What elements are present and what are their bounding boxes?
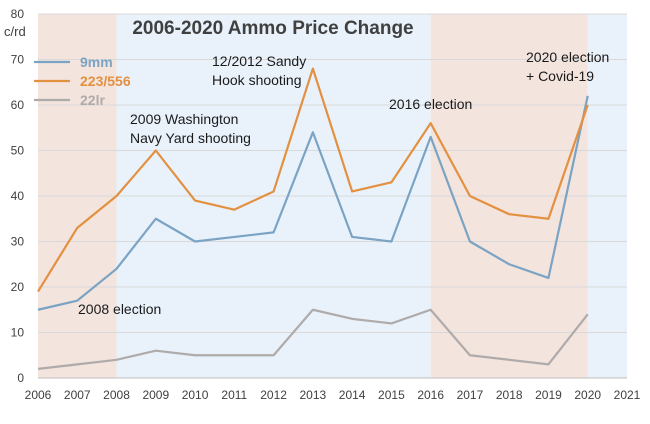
series-lines [37, 67, 589, 370]
y-tick-label: 10 [11, 326, 25, 340]
x-tick-label: 2011 [221, 388, 247, 402]
annotation-2012-sandy-hook-line1: 12/2012 Sandy [212, 53, 306, 69]
annotation-2009-navy-yard-line2: Navy Yard shooting [130, 130, 251, 146]
x-tick-label: 2008 [103, 388, 130, 402]
x-tick-label: 2009 [142, 388, 169, 402]
y-tick-label: 60 [11, 98, 25, 112]
x-tick-label: 2007 [64, 388, 91, 402]
annotation-2012-sandy-hook-line2: Hook shooting [212, 72, 302, 88]
legend-label-223-556: 223/556 [80, 73, 131, 89]
annotation-2020-election-line1: 2020 election [526, 49, 609, 65]
gridlines [38, 13, 627, 379]
x-tick-label: 2019 [535, 388, 562, 402]
annotations: 2008 election 2009 Washington Navy Yard … [78, 49, 609, 317]
series-line-9mm [37, 95, 589, 311]
y-axis-ticks: 0 10 20 30 40 50 60 70 80 [11, 7, 25, 385]
y-tick-label: 30 [11, 235, 25, 249]
y-tick-label: 80 [11, 7, 25, 21]
x-tick-label: 2018 [496, 388, 523, 402]
x-tick-label: 2006 [25, 388, 52, 402]
x-tick-label: 2017 [457, 388, 484, 402]
annotation-2009-navy-yard-line1: 2009 Washington [130, 111, 238, 127]
x-tick-label: 2015 [378, 388, 405, 402]
y-tick-label: 40 [11, 189, 25, 203]
x-axis-ticks: 2006 2007 2008 2009 2010 2011 2012 2013 2014 2015… [25, 388, 641, 402]
x-tick-label: 2010 [182, 388, 209, 402]
x-tick-label: 2021 [614, 388, 641, 402]
y-tick-label: 0 [17, 371, 24, 385]
annotation-2016-election: 2016 election [389, 96, 472, 112]
y-tick-label: 50 [11, 144, 25, 158]
series-line-22lr [37, 308, 589, 370]
annotation-2020-election-line2: + Covid-19 [526, 68, 594, 84]
chart-title: 2006-2020 Ammo Price Change [132, 18, 413, 39]
legend-label-9mm: 9mm [80, 54, 113, 70]
x-tick-label: 2014 [339, 388, 366, 402]
series-line-223-556 [37, 67, 589, 293]
x-tick-label: 2020 [574, 388, 601, 402]
y-axis-label: c/rd [4, 24, 26, 39]
legend: 9mm 223/556 22lr [34, 54, 131, 108]
x-tick-label: 2016 [417, 388, 444, 402]
y-tick-label: 20 [11, 280, 25, 294]
x-tick-label: 2013 [300, 388, 327, 402]
y-tick-label: 70 [11, 53, 25, 67]
legend-label-22lr: 22lr [80, 92, 105, 108]
x-tick-label: 2012 [260, 388, 287, 402]
annotation-2008-election: 2008 election [78, 301, 161, 317]
